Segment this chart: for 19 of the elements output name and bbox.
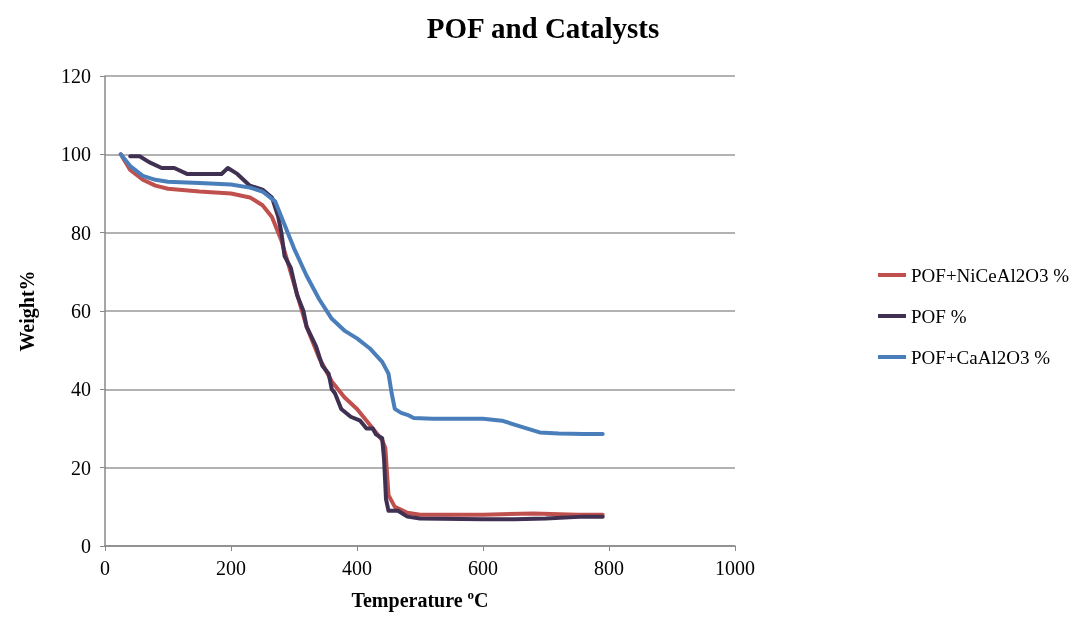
y-tick-label: 20	[71, 456, 91, 479]
x-tick-label: 600	[468, 557, 498, 579]
legend-label: POF %	[911, 305, 967, 327]
y-tick-label: 120	[61, 65, 91, 87]
y-axis-title: Weight%	[16, 270, 39, 352]
chart-title: POF and Catalysts	[426, 11, 660, 44]
y-tick-label: 80	[71, 221, 91, 244]
y-tick-label: 60	[71, 300, 91, 322]
x-tick-label: 800	[594, 557, 624, 579]
legend-label: POF+NiCeAl2O3 %	[911, 264, 1070, 286]
x-tick-label: 0	[100, 557, 110, 579]
x-tick-label: 1000	[715, 557, 755, 579]
y-tick-label: 0	[81, 535, 91, 557]
x-tick-label: 200	[216, 557, 246, 579]
y-tick-label: 100	[61, 143, 91, 166]
line-series	[118, 152, 605, 436]
legend-label: POF+CaAl2O3 %	[911, 346, 1051, 368]
x-tick-label: 400	[342, 557, 372, 579]
y-tick-label: 40	[71, 378, 91, 401]
